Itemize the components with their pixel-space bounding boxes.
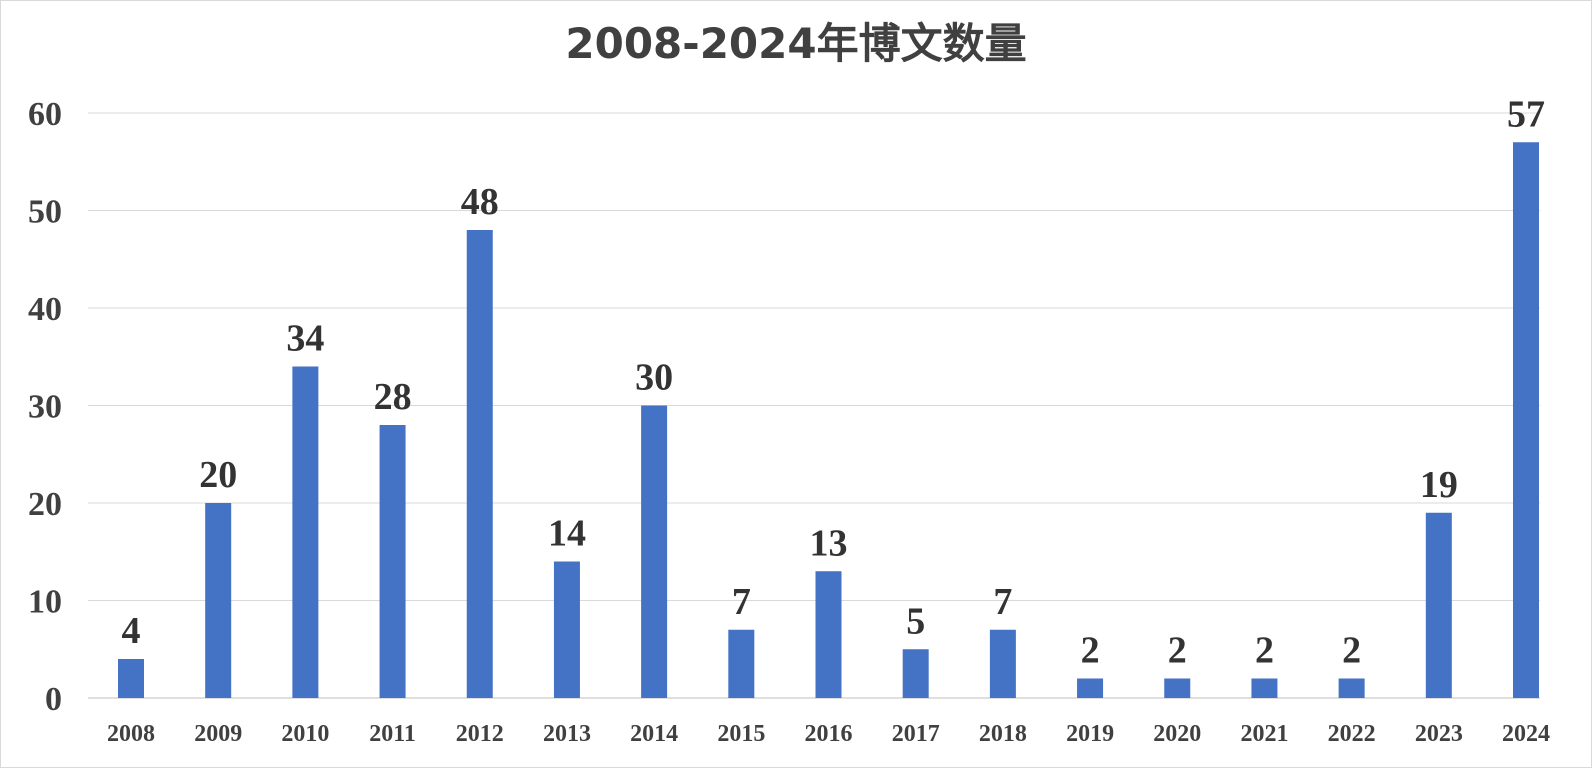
bar-2012 bbox=[466, 230, 493, 698]
x-tick-label-2022: 2022 bbox=[1328, 721, 1376, 747]
bar-2009 bbox=[205, 503, 232, 698]
bar-2014 bbox=[641, 405, 668, 698]
y-tick-label: 30 bbox=[28, 389, 62, 426]
bar-2024 bbox=[1513, 142, 1539, 698]
data-label-2015: 7 bbox=[732, 581, 751, 623]
x-tick-label-2024: 2024 bbox=[1502, 721, 1550, 747]
data-label-2008: 4 bbox=[122, 610, 141, 652]
bar-2019 bbox=[1077, 678, 1104, 698]
x-tick-label-2016: 2016 bbox=[805, 721, 853, 747]
y-tick-label: 0 bbox=[45, 681, 62, 718]
bar-2018 bbox=[989, 629, 1016, 698]
data-label-2011: 28 bbox=[374, 376, 412, 418]
bar-2017 bbox=[902, 649, 929, 698]
x-tick-label-2009: 2009 bbox=[194, 721, 242, 747]
y-tick-label: 10 bbox=[28, 584, 62, 621]
data-label-2012: 48 bbox=[461, 181, 499, 223]
bar-2010 bbox=[292, 366, 319, 698]
bar-2011 bbox=[379, 425, 406, 698]
x-tick-label-2023: 2023 bbox=[1415, 721, 1463, 747]
data-label-2017: 5 bbox=[906, 600, 925, 642]
x-tick-label-2008: 2008 bbox=[107, 721, 155, 747]
y-tick-label: 20 bbox=[28, 486, 62, 523]
x-tick-label-2012: 2012 bbox=[456, 721, 504, 747]
data-label-2022: 2 bbox=[1342, 630, 1361, 672]
x-tick-label-2014: 2014 bbox=[630, 721, 678, 747]
chart-title: 2008-2024年博文数量 bbox=[565, 19, 1027, 68]
bar-2008 bbox=[118, 659, 144, 698]
x-tick-label-2017: 2017 bbox=[892, 721, 940, 747]
data-label-2020: 2 bbox=[1168, 630, 1187, 672]
bar-2023 bbox=[1425, 512, 1452, 698]
bar-2013 bbox=[553, 561, 580, 698]
data-label-2009: 20 bbox=[199, 454, 237, 496]
bar-2022 bbox=[1338, 678, 1365, 698]
bar-2015 bbox=[728, 629, 755, 698]
data-label-2010: 34 bbox=[286, 318, 324, 360]
x-tick-label-2015: 2015 bbox=[717, 721, 765, 747]
y-tick-label: 50 bbox=[28, 194, 62, 231]
y-tick-label: 40 bbox=[28, 291, 62, 328]
x-tick-label-2020: 2020 bbox=[1153, 721, 1201, 747]
data-label-2019: 2 bbox=[1081, 630, 1100, 672]
data-label-2018: 7 bbox=[993, 581, 1012, 623]
bar-2021 bbox=[1251, 678, 1278, 698]
data-label-2016: 13 bbox=[810, 522, 848, 564]
x-tick-label-2013: 2013 bbox=[543, 721, 591, 747]
x-tick-label-2018: 2018 bbox=[979, 721, 1027, 747]
y-tick-label: 60 bbox=[28, 96, 62, 133]
x-tick-label-2011: 2011 bbox=[369, 721, 416, 747]
bar-2016 bbox=[815, 571, 842, 698]
x-tick-label-2010: 2010 bbox=[281, 721, 329, 747]
data-label-2014: 30 bbox=[635, 357, 673, 399]
data-label-2023: 19 bbox=[1420, 464, 1458, 506]
x-tick-label-2021: 2021 bbox=[1240, 721, 1288, 747]
bar-2020 bbox=[1164, 678, 1191, 698]
data-label-2021: 2 bbox=[1255, 630, 1274, 672]
x-tick-label-2019: 2019 bbox=[1066, 721, 1114, 747]
data-label-2013: 14 bbox=[548, 513, 586, 555]
data-label-2024: 57 bbox=[1507, 93, 1545, 135]
